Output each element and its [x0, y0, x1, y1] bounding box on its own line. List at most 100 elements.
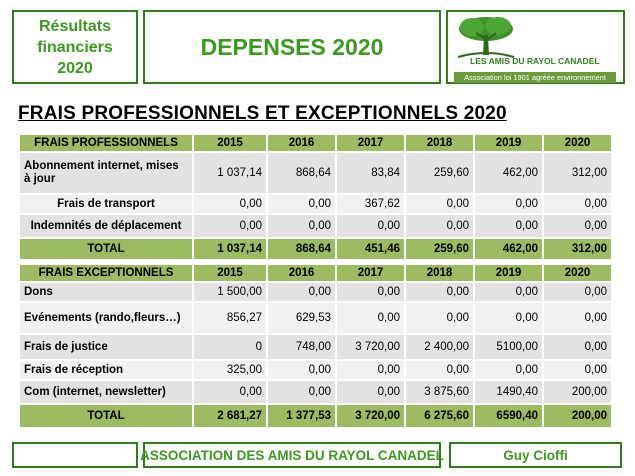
cell-value: 0,00: [404, 193, 475, 215]
cell-value: 3 875,60: [404, 379, 475, 405]
total-value: 259,60: [404, 237, 475, 261]
row-label: Frais de justice: [18, 333, 194, 361]
association-logo: LES AMIS DU RAYOL CANADEL Association lo…: [446, 10, 625, 84]
cell-value: 259,60: [404, 151, 475, 195]
cell-value: 0,00: [473, 213, 544, 239]
total-value: 2 681,27: [192, 403, 268, 429]
footer-empty-box: [12, 442, 138, 468]
report-label-line: Résultats: [38, 17, 112, 35]
cell-value: 0,00: [404, 213, 475, 239]
professional-expenses-table: FRAIS PROFESSIONNELS 2015 2016 2017 2018…: [18, 133, 613, 269]
year-header: 2016: [266, 133, 337, 153]
cell-value: 629,53: [266, 301, 337, 335]
cell-value: 868,64: [266, 151, 337, 195]
cell-value: 0,00: [266, 379, 337, 405]
table-header-label: FRAIS PROFESSIONNELS: [18, 133, 194, 153]
cell-value: 0,00: [404, 281, 475, 303]
total-value: 6 275,60: [404, 403, 475, 429]
cell-value: 1 500,00: [192, 281, 268, 303]
table-header-label: FRAIS EXCEPTIONNELS: [18, 263, 194, 283]
year-header: 2016: [266, 263, 337, 283]
cell-value: 0,00: [335, 301, 406, 335]
row-label: Indemnités de déplacement: [18, 213, 194, 239]
tree-icon: [457, 17, 515, 58]
cell-value: 0,00: [473, 281, 544, 303]
year-header: 2020: [542, 263, 613, 283]
cell-value: 3 720,00: [335, 333, 406, 361]
section-title: FRAIS PROFESSIONNELS ET EXCEPTIONNELS 20…: [18, 103, 507, 124]
report-label-box: Résultats financiers 2020: [12, 10, 138, 84]
cell-value: 0,00: [266, 359, 337, 381]
total-label: TOTAL: [18, 237, 194, 261]
report-label-line: financiers: [37, 38, 113, 56]
table-header-row: FRAIS EXCEPTIONNELS 2015 2016 2017 2018 …: [18, 263, 613, 283]
row-label: Abonnement internet, mises à jour: [18, 151, 194, 195]
table-header-row: FRAIS PROFESSIONNELS 2015 2016 2017 2018…: [18, 133, 613, 153]
logo-subtitle: Association loi 1901 agréée environnemen…: [454, 72, 616, 83]
total-value: 6590,40: [473, 403, 544, 429]
total-value: 451,46: [335, 237, 406, 261]
cell-value: 312,00: [542, 151, 613, 195]
cell-value: 200,00: [542, 379, 613, 405]
cell-value: 0,00: [542, 333, 613, 361]
row-label: Frais de transport: [18, 193, 194, 215]
row-label: Com (internet, newsletter): [18, 379, 194, 405]
table-row: Frais de transport 0,00 0,00 367,62 0,00…: [18, 193, 613, 215]
cell-value: 0,00: [335, 359, 406, 381]
cell-value: 0,00: [335, 281, 406, 303]
cell-value: 0,00: [404, 301, 475, 335]
cell-value: 0,00: [473, 301, 544, 335]
year-header: 2015: [192, 263, 268, 283]
cell-value: 0,00: [192, 193, 268, 215]
cell-value: 0,00: [192, 213, 268, 239]
exceptional-expenses-table: FRAIS EXCEPTIONNELS 2015 2016 2017 2018 …: [18, 263, 613, 429]
cell-value: 0,00: [266, 213, 337, 239]
cell-value: 0,00: [335, 213, 406, 239]
table-row: Frais de justice 0 748,00 3 720,00 2 400…: [18, 333, 613, 361]
page-title: DEPENSES 2020: [143, 10, 441, 84]
logo-text: LES AMIS DU RAYOL CANADEL: [470, 56, 600, 66]
row-label: Frais de réception: [18, 359, 194, 381]
total-value: 1 037,14: [192, 237, 268, 261]
cell-value: 0,00: [542, 281, 613, 303]
total-value: 1 377,53: [266, 403, 337, 429]
cell-value: 462,00: [473, 151, 544, 195]
cell-value: 0,00: [266, 193, 337, 215]
year-header: 2018: [404, 133, 475, 153]
year-header: 2018: [404, 263, 475, 283]
year-header: 2019: [473, 133, 544, 153]
report-label-line: 2020: [57, 59, 93, 77]
cell-value: 0,00: [192, 379, 268, 405]
cell-value: 748,00: [266, 333, 337, 361]
table-row: Frais de réception 325,00 0,00 0,00 0,00…: [18, 359, 613, 381]
row-label: Dons: [18, 281, 194, 303]
year-header: 2015: [192, 133, 268, 153]
year-header: 2017: [335, 133, 406, 153]
row-label: Evénements (rando,fleurs…): [18, 301, 194, 335]
table-row: Abonnement internet, mises à jour 1 037,…: [18, 151, 613, 195]
total-value: 868,64: [266, 237, 337, 261]
cell-value: 0,00: [266, 281, 337, 303]
total-value: 3 720,00: [335, 403, 406, 429]
total-value: 312,00: [542, 237, 613, 261]
total-row: TOTAL 1 037,14 868,64 451,46 259,60 462,…: [18, 237, 613, 261]
cell-value: 0,00: [404, 359, 475, 381]
cell-value: 0,00: [542, 301, 613, 335]
total-label: TOTAL: [18, 403, 194, 429]
cell-value: 83,84: [335, 151, 406, 195]
cell-value: 0,00: [542, 359, 613, 381]
total-value: 200,00: [542, 403, 613, 429]
footer-author: Guy Cioffi: [449, 442, 622, 468]
cell-value: 1 037,14: [192, 151, 268, 195]
year-header: 2019: [473, 263, 544, 283]
cell-value: 1490,40: [473, 379, 544, 405]
year-header: 2017: [335, 263, 406, 283]
total-row: TOTAL 2 681,27 1 377,53 3 720,00 6 275,6…: [18, 403, 613, 429]
cell-value: 0,00: [542, 193, 613, 215]
cell-value: 325,00: [192, 359, 268, 381]
total-value: 462,00: [473, 237, 544, 261]
table-row: Indemnités de déplacement 0,00 0,00 0,00…: [18, 213, 613, 239]
cell-value: 367,62: [335, 193, 406, 215]
cell-value: 0,00: [542, 213, 613, 239]
year-header: 2020: [542, 133, 613, 153]
